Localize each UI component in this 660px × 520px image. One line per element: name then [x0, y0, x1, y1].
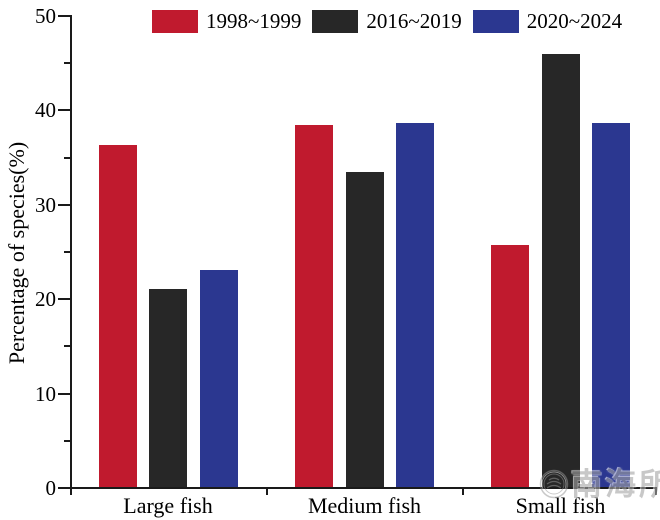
- y-axis-title: Percentage of species(%): [4, 141, 29, 365]
- y-tick-label: 20: [35, 287, 56, 312]
- y-axis: [70, 15, 72, 489]
- y-major-tick: [58, 298, 71, 301]
- y-major-tick: [58, 109, 71, 112]
- bar-2020-2024-small-fish: [592, 122, 630, 487]
- y-minor-tick: [64, 62, 71, 65]
- x-category-label: Small fish: [515, 493, 606, 518]
- legend-swatch: [312, 10, 359, 33]
- legend-item: 2016~2019: [312, 9, 462, 34]
- y-minor-tick: [64, 251, 71, 253]
- bar-2016-2019-small-fish: [541, 53, 580, 487]
- y-tick-label: 10: [35, 381, 56, 406]
- y-minor-tick: [64, 345, 71, 348]
- x-axis: [70, 487, 657, 489]
- legend-label: 1998~1999: [206, 9, 302, 33]
- y-major-tick: [58, 203, 71, 206]
- x-tick: [70, 489, 72, 495]
- legend-swatch: [152, 10, 198, 33]
- y-major-tick: [58, 487, 71, 489]
- x-tick: [265, 489, 268, 495]
- x-category-label: Large fish: [123, 493, 213, 518]
- y-tick-label: 30: [35, 192, 56, 217]
- x-tick: [461, 489, 464, 495]
- x-category-label: Medium fish: [307, 493, 422, 518]
- y-tick-label: 40: [35, 98, 56, 123]
- y-tick-label: 0: [45, 476, 57, 500]
- y-tick-label: 50: [35, 4, 56, 28]
- bar-2016-2019-large-fish: [149, 288, 187, 487]
- y-major-tick: [58, 15, 71, 17]
- bar-1998-1999-small-fish: [491, 245, 529, 487]
- legend-label: 2016~2019: [366, 9, 462, 33]
- legend-label: 2020~2024: [526, 9, 623, 33]
- bar-1998-1999-large-fish: [98, 145, 137, 487]
- legend-item: 2020~2024: [472, 9, 623, 34]
- legend: 1998~1999 2016~2019 2020~2024: [152, 9, 622, 34]
- y-major-tick: [58, 392, 71, 395]
- bar-2016-2019-medium-fish: [345, 171, 384, 487]
- y-minor-tick: [64, 156, 71, 159]
- y-minor-tick: [64, 439, 71, 442]
- bar-1998-1999-medium-fish: [295, 125, 333, 487]
- legend-swatch: [472, 10, 519, 33]
- legend-item: 1998~1999: [152, 9, 301, 34]
- bar-2020-2024-large-fish: [199, 269, 238, 487]
- bar-2020-2024-medium-fish: [396, 122, 434, 487]
- x-tick: [655, 489, 657, 495]
